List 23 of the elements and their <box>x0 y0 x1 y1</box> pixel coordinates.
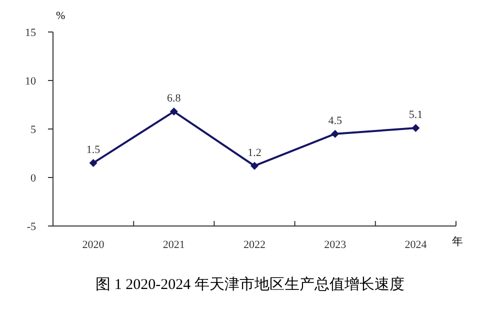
data-label: 1.5 <box>86 144 101 156</box>
x-tick-label: 2021 <box>162 238 185 251</box>
y-axis-title: % <box>56 10 66 22</box>
x-tick-label: 2020 <box>82 238 105 251</box>
point <box>412 124 420 132</box>
point <box>170 108 178 116</box>
x-axis-title: 年 <box>452 235 463 249</box>
text: 图 1 2020-2024 年天津市地区生产总值增长速度 <box>94 275 406 294</box>
point <box>89 158 98 167</box>
y-tick-label: 5 <box>30 124 36 136</box>
data-label: 1.2 <box>248 146 262 159</box>
x-tick-label: 2022 <box>244 238 266 251</box>
x-tick-label: 2023 <box>324 238 347 251</box>
y-tick-label: -5 <box>26 220 36 233</box>
point <box>250 162 258 170</box>
point <box>331 130 340 138</box>
x-tick-label: 2024 <box>404 238 428 251</box>
data-label: 4.5 <box>328 114 342 127</box>
data-label: 6.8 <box>167 92 182 105</box>
y-tick-label: 0 <box>30 172 36 184</box>
y-tick-label: 10 <box>25 75 36 88</box>
data-label: 5.1 <box>408 109 423 122</box>
y-tick-label: 15 <box>25 26 36 39</box>
